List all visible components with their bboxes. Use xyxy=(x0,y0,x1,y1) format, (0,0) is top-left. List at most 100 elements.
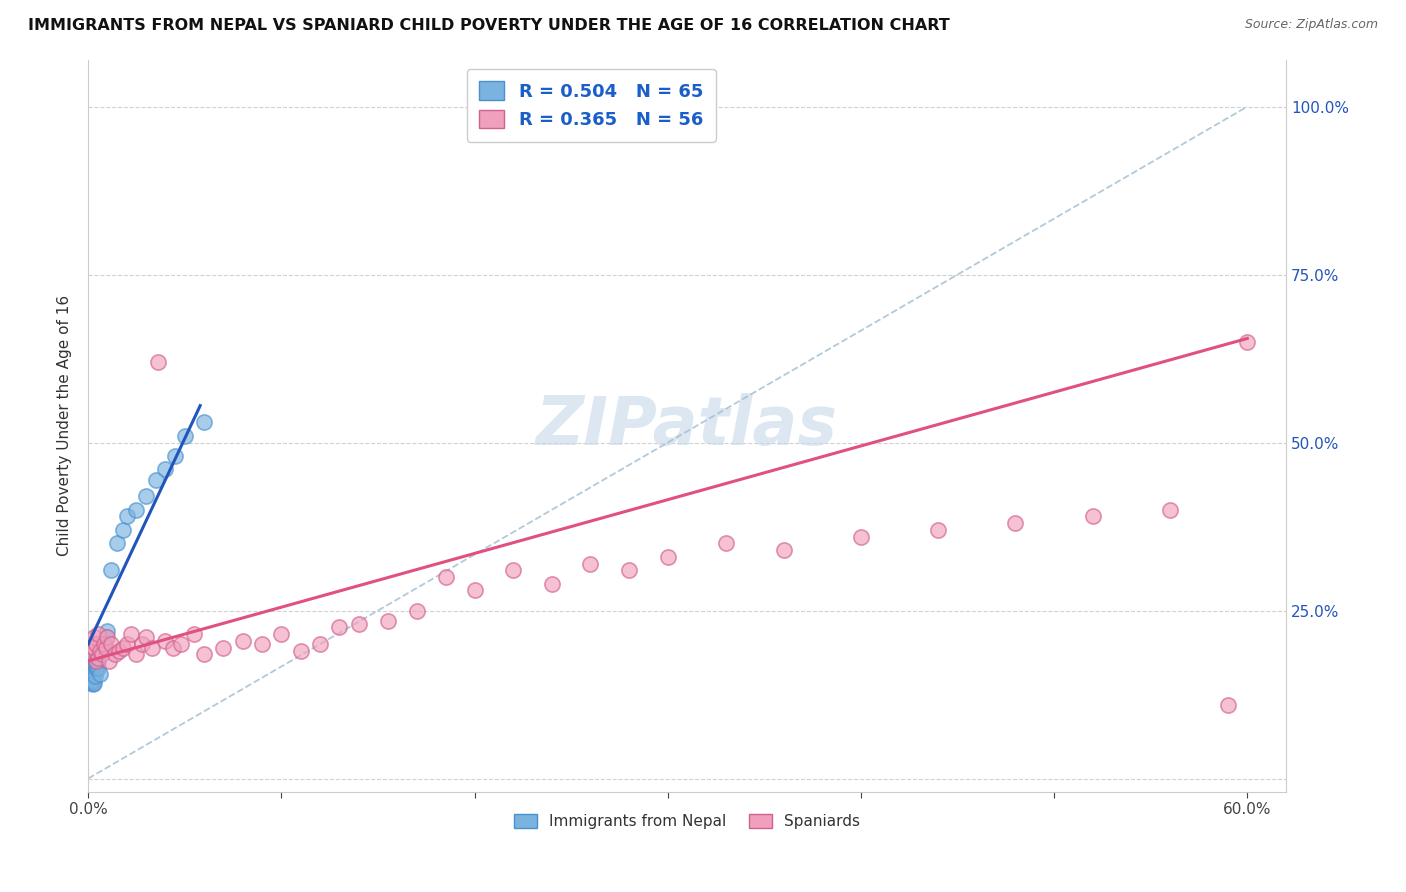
Point xyxy=(82,657,104,672)
Point xyxy=(93,637,115,651)
Point xyxy=(84,660,107,674)
Point xyxy=(77,667,100,681)
Point xyxy=(183,627,205,641)
Point xyxy=(79,660,101,674)
Point xyxy=(82,677,104,691)
Point xyxy=(84,637,107,651)
Point xyxy=(108,644,131,658)
Point xyxy=(193,647,215,661)
Point xyxy=(86,658,108,673)
Point xyxy=(141,640,163,655)
Point xyxy=(617,563,640,577)
Point xyxy=(657,549,679,564)
Point xyxy=(79,662,101,676)
Text: ZIPatlas: ZIPatlas xyxy=(536,392,838,458)
Point xyxy=(579,557,602,571)
Point xyxy=(927,523,949,537)
Point xyxy=(82,667,104,681)
Point xyxy=(79,656,101,670)
Point xyxy=(87,627,110,641)
Point xyxy=(79,671,101,685)
Point xyxy=(1004,516,1026,531)
Point xyxy=(115,509,138,524)
Point xyxy=(502,563,524,577)
Point xyxy=(90,647,112,661)
Point xyxy=(90,637,112,651)
Point xyxy=(94,640,117,655)
Point xyxy=(80,667,103,681)
Y-axis label: Child Poverty Under the Age of 16: Child Poverty Under the Age of 16 xyxy=(58,295,72,557)
Point xyxy=(77,658,100,673)
Point xyxy=(83,640,105,655)
Point xyxy=(96,624,118,638)
Point xyxy=(77,657,100,672)
Point xyxy=(193,416,215,430)
Point xyxy=(309,637,332,651)
Point xyxy=(155,633,177,648)
Point xyxy=(87,654,110,668)
Point xyxy=(79,667,101,681)
Point xyxy=(100,563,122,577)
Point xyxy=(80,664,103,678)
Point xyxy=(80,672,103,686)
Point xyxy=(93,640,115,655)
Point xyxy=(212,640,235,655)
Point xyxy=(79,664,101,678)
Point xyxy=(82,672,104,686)
Point xyxy=(111,523,134,537)
Point xyxy=(79,671,101,685)
Text: IMMIGRANTS FROM NEPAL VS SPANIARD CHILD POVERTY UNDER THE AGE OF 16 CORRELATION : IMMIGRANTS FROM NEPAL VS SPANIARD CHILD … xyxy=(28,18,950,33)
Point xyxy=(105,536,128,550)
Point xyxy=(80,657,103,672)
Point xyxy=(162,640,184,655)
Point xyxy=(405,603,427,617)
Point xyxy=(155,462,177,476)
Point xyxy=(377,614,399,628)
Point xyxy=(83,658,105,673)
Point xyxy=(80,660,103,674)
Point xyxy=(82,658,104,673)
Point xyxy=(1216,698,1239,712)
Point xyxy=(104,647,127,661)
Point xyxy=(80,656,103,670)
Point xyxy=(115,637,138,651)
Text: Source: ZipAtlas.com: Source: ZipAtlas.com xyxy=(1244,18,1378,31)
Point xyxy=(82,674,104,689)
Point xyxy=(89,667,111,681)
Point xyxy=(170,637,193,651)
Point xyxy=(131,637,153,651)
Point xyxy=(270,627,292,641)
Point xyxy=(87,660,110,674)
Point xyxy=(89,644,111,658)
Point xyxy=(120,627,142,641)
Point xyxy=(165,449,187,463)
Point xyxy=(79,664,101,678)
Point xyxy=(80,671,103,685)
Point xyxy=(772,543,794,558)
Point xyxy=(79,656,101,670)
Point xyxy=(540,576,562,591)
Point xyxy=(82,663,104,677)
Point xyxy=(79,658,101,673)
Point xyxy=(77,660,100,674)
Point xyxy=(83,654,105,668)
Point xyxy=(80,647,103,661)
Point xyxy=(87,650,110,665)
Point xyxy=(79,674,101,689)
Point xyxy=(146,355,169,369)
Point xyxy=(79,674,101,689)
Point xyxy=(83,665,105,680)
Point xyxy=(77,654,100,668)
Point xyxy=(145,473,167,487)
Point xyxy=(84,654,107,668)
Point xyxy=(173,429,195,443)
Point xyxy=(80,676,103,690)
Point xyxy=(290,644,312,658)
Point xyxy=(125,647,148,661)
Point xyxy=(111,640,134,655)
Point xyxy=(714,536,737,550)
Point xyxy=(250,637,273,651)
Point xyxy=(135,489,157,503)
Point xyxy=(464,583,486,598)
Point xyxy=(94,631,117,645)
